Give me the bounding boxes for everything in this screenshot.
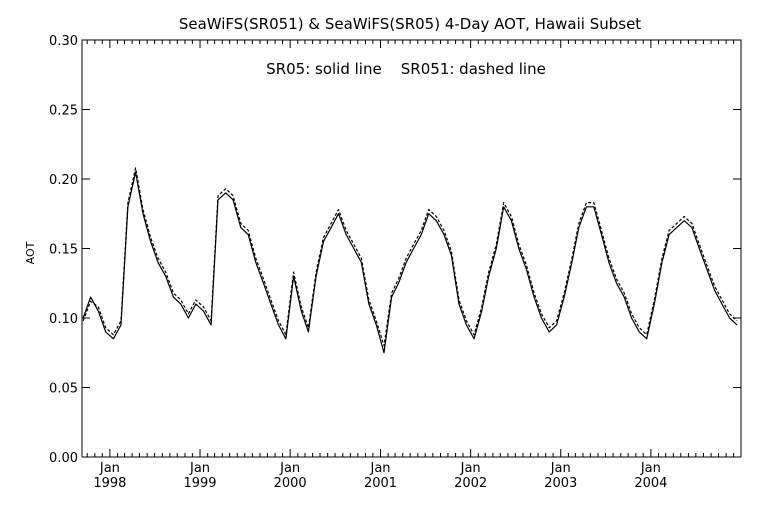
x-tick-month-label: Jan (460, 461, 481, 476)
line-style-annotation: SR05: solid line SR051: dashed line (266, 60, 546, 78)
x-tick-month-label: Jan (99, 461, 120, 476)
x-tick-month-label: Jan (189, 461, 210, 476)
series-layer (82, 167, 738, 354)
y-tick-label: 0.00 (49, 451, 78, 466)
y-tick-label: 0.30 (49, 34, 78, 49)
y-tick-label: 0.15 (49, 243, 78, 258)
x-tick-month-label: Jan (640, 461, 661, 476)
plot-frame (81, 39, 742, 458)
y-tick-label: 0.10 (49, 312, 78, 327)
y-tick-label: 0.20 (49, 173, 78, 188)
y-axis: 0.00 0.05 0.10 0.15 0.20 0.25 0.30 (49, 34, 741, 466)
series-line-solid (82, 171, 738, 354)
x-tick-month-label: Jan (279, 461, 300, 476)
x-tick-month-label: Jan (550, 461, 571, 476)
y-axis-label: AOT (24, 241, 37, 264)
x-tick-year-label: 2003 (544, 476, 577, 491)
series-line-dashed (82, 167, 738, 347)
x-tick-year-label: 1998 (93, 476, 126, 491)
x-axis: Jan1998Jan1999Jan2000Jan2001Jan2002Jan20… (86, 40, 735, 491)
x-tick-year-label: 2000 (274, 476, 307, 491)
x-tick-year-label: 2002 (454, 476, 487, 491)
x-tick-year-label: 2001 (364, 476, 397, 491)
y-tick-label: 0.05 (49, 382, 78, 397)
y-tick-label: 0.25 (49, 104, 78, 119)
x-tick-month-label: Jan (369, 461, 390, 476)
x-tick-year-label: 1999 (183, 476, 216, 491)
chart-title: SeaWiFS(SR051) & SeaWiFS(SR05) 4-Day AOT… (179, 15, 641, 33)
x-tick-year-label: 2004 (634, 476, 667, 491)
